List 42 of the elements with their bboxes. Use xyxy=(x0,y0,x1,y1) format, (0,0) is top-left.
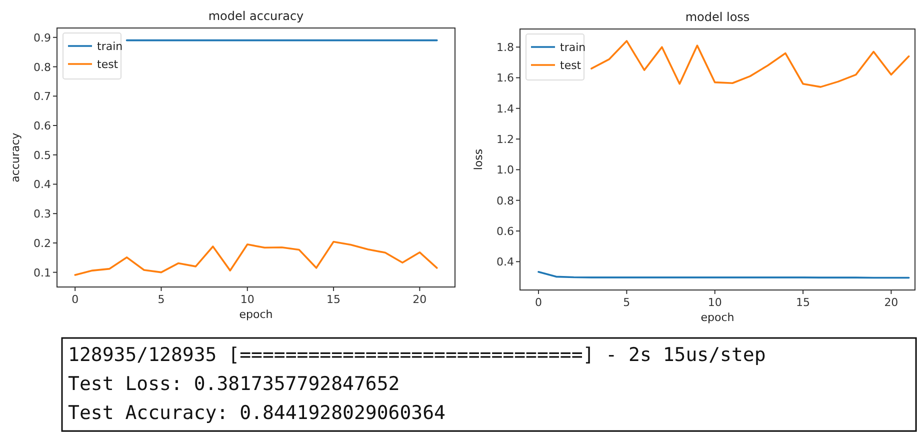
x-axis-title: epoch xyxy=(239,308,273,321)
y-tick-label: 0.6 xyxy=(496,224,514,238)
y-tick-label: 1.2 xyxy=(496,133,514,146)
y-tick-label: 1.6 xyxy=(496,72,514,85)
legend-label: train xyxy=(97,40,123,53)
y-tick-label: 0.1 xyxy=(34,266,51,280)
x-axis-title: epoch xyxy=(700,311,734,324)
x-tick-label: 5 xyxy=(623,296,630,309)
x-tick-label: 15 xyxy=(796,296,810,309)
x-tick-label: 5 xyxy=(158,293,165,306)
line-series xyxy=(74,240,438,276)
y-tick-label: 0.3 xyxy=(34,208,51,221)
y-tick-label: 0.7 xyxy=(34,90,51,104)
x-tick-label: 10 xyxy=(708,296,722,309)
y-tick-label: 1.4 xyxy=(496,102,514,116)
x-tick-label: 0 xyxy=(72,293,79,306)
y-tick-label: 1.0 xyxy=(496,164,514,177)
legend-label: test xyxy=(97,58,119,71)
text: Test Accuracy: 0.8441928029060364 xyxy=(68,402,446,424)
text: Test Loss: 0.3817357792847652 xyxy=(68,373,400,395)
y-axis-title: accuracy xyxy=(9,132,22,182)
line-series xyxy=(590,40,910,88)
y-tick-label: 0.5 xyxy=(34,148,51,162)
legend-label: train xyxy=(560,41,586,54)
chart-title: model accuracy xyxy=(208,9,304,23)
legend-label: test xyxy=(560,59,582,72)
y-tick-label: 0.4 xyxy=(34,178,51,192)
y-tick-label: 0.2 xyxy=(34,236,51,250)
y-tick-label: 0.4 xyxy=(496,256,514,269)
y-tick-label: 0.6 xyxy=(34,119,51,132)
x-tick-label: 10 xyxy=(240,293,254,306)
y-tick-label: 0.8 xyxy=(34,60,51,74)
y-tick-label: 0.9 xyxy=(34,31,51,44)
y-tick-label: 1.8 xyxy=(496,41,514,54)
x-tick-label: 20 xyxy=(884,296,898,309)
y-axis-title: loss xyxy=(472,148,485,170)
x-tick-label: 0 xyxy=(535,296,542,309)
x-tick-label: 15 xyxy=(326,293,341,306)
chart-title: model loss xyxy=(685,10,750,24)
text: 128935/128935 [==============================] - 2s 15us/step xyxy=(68,344,766,366)
y-tick-label: 0.8 xyxy=(496,194,514,208)
x-tick-label: 20 xyxy=(412,293,427,306)
